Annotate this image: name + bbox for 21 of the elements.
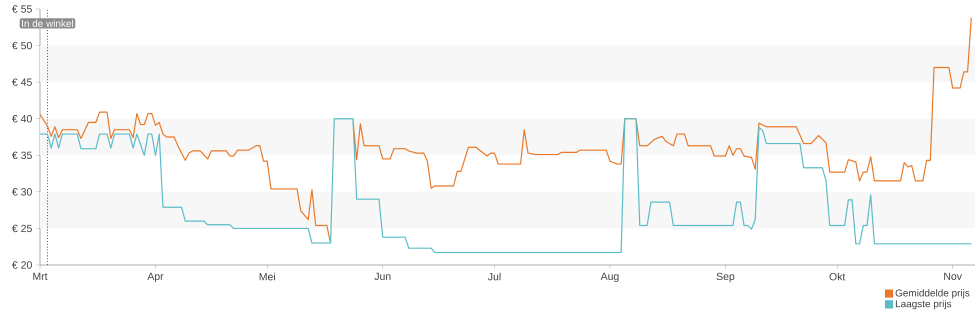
y-tick-label: € 30 <box>12 188 32 196</box>
x-tick-label: Jun <box>374 272 390 280</box>
y-tick-label: € 55 <box>12 5 32 13</box>
x-tick-label: Jul <box>488 272 500 280</box>
x-tick-label: Apr <box>147 272 164 282</box>
x-tick-label: Okt <box>830 272 846 280</box>
y-tick-label: € 40 <box>12 115 32 122</box>
x-tick-label: Nov <box>944 272 962 280</box>
y-tick-label: € 25 <box>12 224 32 232</box>
y-tick-label: € 45 <box>12 78 32 86</box>
legend-label: Laagste prijs <box>896 300 952 310</box>
y-tick-label: € 50 <box>12 42 32 50</box>
legend-label: Gemiddelde prijs <box>896 289 970 298</box>
line-series <box>39 118 972 254</box>
x-tick-label: Mei <box>260 272 275 280</box>
y-tick-label: € 20 <box>12 261 32 269</box>
x-tick-label: Aug <box>600 272 619 282</box>
x-tick-label: Mrt <box>33 272 48 280</box>
ref-line-label: In de winkel <box>22 20 74 28</box>
x-tick-label: Sep <box>716 272 734 282</box>
y-tick-label: € 35 <box>12 152 32 159</box>
